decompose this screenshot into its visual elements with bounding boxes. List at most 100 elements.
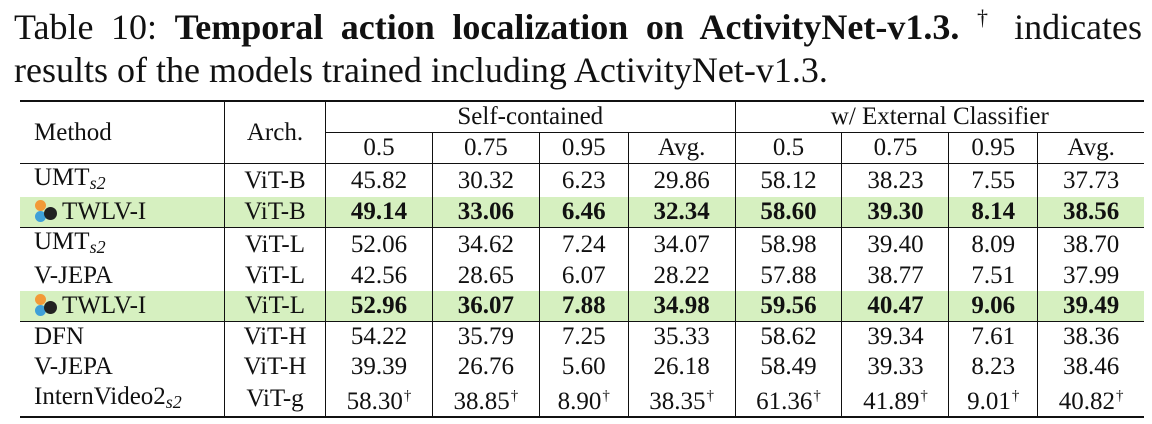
value-cell: 39.39	[325, 352, 433, 382]
value-cell: 7.61	[948, 321, 1038, 352]
method-subscript: s2	[89, 173, 106, 193]
method-name: InternVideo2	[34, 382, 166, 410]
value-cell: 39.33	[841, 352, 949, 382]
value-text: 26.76	[457, 353, 514, 380]
arch-cell: ViT-g	[224, 382, 326, 417]
value-text: 40.47	[867, 292, 924, 319]
value-text: 9.01	[967, 388, 1011, 415]
table-row: TWLV-I ViT-L 52.96 36.07 7.88 34.98 59.56 40.47…	[20, 291, 1144, 322]
value-cell: 58.60	[734, 197, 842, 228]
value-cell: 40.82†	[1037, 382, 1144, 417]
value-text: 40.82	[1058, 388, 1115, 415]
value-text: 38.56	[1062, 198, 1120, 225]
twlv-logo-icon	[34, 200, 57, 222]
value-text: 8.23	[971, 353, 1016, 380]
value-text: 41.89	[863, 388, 920, 415]
twlv-logo-icon	[34, 294, 57, 316]
value-cell: 7.51	[948, 261, 1038, 291]
value-cell: 52.06	[325, 227, 433, 261]
method-name: TWLV-I	[62, 198, 147, 225]
table-caption: Table 10: Temporal action localization o…	[14, 6, 1142, 92]
value-cell: 58.98	[734, 227, 842, 261]
value-text: 30.32	[457, 166, 514, 194]
value-cell: 57.88	[734, 261, 842, 291]
header-self-contained: Self-contained	[325, 100, 736, 133]
value-text: 58.98	[760, 230, 817, 258]
value-text: 58.30	[346, 388, 403, 415]
value-cell: 8.09	[948, 227, 1038, 261]
value-text: 54.22	[350, 323, 408, 350]
value-cell: 61.36†	[734, 382, 842, 417]
method-cell: V-JEPA	[20, 261, 225, 291]
value-text: 35.33	[653, 323, 710, 350]
value-text: 58.62	[760, 323, 817, 350]
value-cell: 5.60	[538, 352, 629, 382]
method-cell: UMTs2	[20, 227, 225, 261]
caption-prefix: Table 10:	[14, 7, 175, 47]
method-cell: InternVideo2s2	[20, 382, 225, 418]
arch-cell: ViT-L	[224, 227, 326, 261]
arch-cell: ViT-H	[224, 352, 326, 382]
method-name: TWLV-I	[62, 292, 147, 319]
method-subscript: s2	[89, 237, 106, 257]
value-cell: 8.14	[948, 197, 1038, 228]
value-text: 7.88	[561, 292, 606, 319]
value-cell: 58.49	[734, 352, 842, 382]
value-cell: 37.99	[1037, 261, 1144, 291]
value-cell: 38.70	[1037, 227, 1144, 261]
table-row: V-JEPA ViT-H 39.39 26.76 5.60 26.18 58.49 39.33…	[20, 352, 1144, 382]
value-cell: 58.62	[734, 321, 842, 352]
value-text: 39.33	[867, 353, 924, 380]
value-text: 26.18	[653, 353, 710, 380]
arch-cell: ViT-B	[224, 163, 326, 197]
value-cell: 8.90†	[538, 382, 629, 417]
value-text: 58.60	[760, 198, 817, 225]
table-row: UMTs2 ViT-B 45.82 30.32 6.23 29.86 58.12 38.23 7…	[20, 163, 1144, 197]
value-cell: 41.89†	[841, 382, 949, 417]
value-cell: 34.98	[627, 291, 736, 322]
value-cell: 26.18	[627, 352, 736, 382]
value-cell: 9.01†	[948, 382, 1038, 417]
value-cell: 38.77	[841, 261, 949, 291]
value-cell: 9.06	[948, 291, 1038, 322]
method-subscript: s2	[165, 391, 182, 412]
value-text: 39.40	[867, 230, 924, 258]
value-text: 7.24	[561, 230, 606, 258]
dagger-mark: †	[1011, 388, 1020, 404]
value-text: 58.12	[760, 166, 817, 194]
value-text: 6.46	[561, 198, 606, 225]
value-cell: 35.33	[627, 321, 736, 352]
value-text: 52.06	[350, 230, 408, 258]
value-text: 45.82	[350, 166, 408, 194]
value-cell: 38.85†	[431, 382, 540, 417]
value-text: 34.07	[653, 230, 710, 258]
value-text: 59.56	[760, 292, 817, 319]
value-cell: 37.73	[1037, 163, 1144, 197]
value-text: 38.36	[1062, 323, 1120, 350]
value-text: 39.39	[350, 353, 408, 380]
header-col-4: 0.5	[734, 132, 842, 164]
value-cell: 38.23	[841, 163, 949, 197]
value-text: 58.49	[760, 353, 817, 380]
header-external-classifier: w/ External Classifier	[734, 100, 1144, 133]
value-text: 57.88	[760, 262, 817, 289]
value-cell: 45.82	[325, 163, 433, 197]
value-cell: 42.56	[325, 261, 433, 291]
value-cell: 33.06	[431, 197, 540, 228]
value-cell: 8.23	[948, 352, 1038, 382]
dagger-mark: †	[403, 388, 412, 404]
value-text: 39.49	[1062, 292, 1120, 319]
arch-cell: ViT-H	[224, 321, 326, 352]
caption-title: Temporal action localization on Activity…	[174, 7, 960, 47]
value-cell: 6.23	[538, 163, 629, 197]
caption-dagger: †	[976, 5, 997, 30]
value-cell: 6.46	[538, 197, 629, 228]
value-text: 34.98	[653, 292, 710, 319]
value-text: 38.46	[1062, 353, 1120, 380]
value-text: 8.14	[971, 198, 1016, 225]
value-cell: 58.30†	[325, 382, 433, 417]
value-text: 34.62	[457, 230, 514, 258]
results-table: Method Arch. Self-contained w/ External …	[20, 100, 1144, 418]
value-cell: 36.07	[431, 291, 540, 322]
value-text: 9.06	[971, 292, 1016, 319]
